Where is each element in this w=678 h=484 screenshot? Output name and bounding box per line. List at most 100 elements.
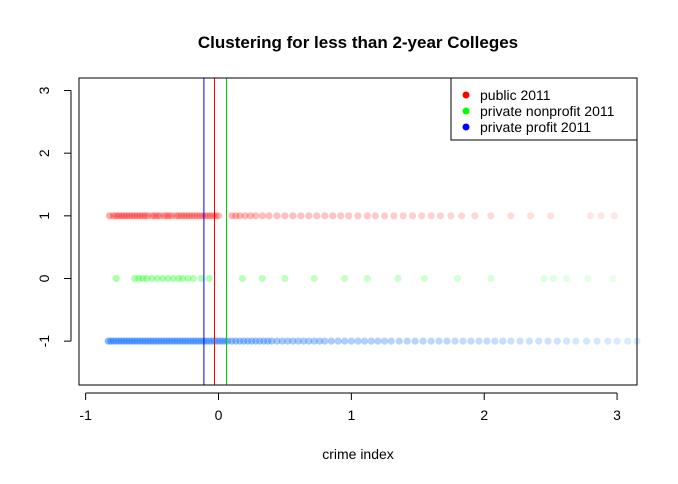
- data-point: [193, 212, 201, 220]
- data-point: [165, 212, 173, 220]
- legend-marker-public: [462, 91, 470, 99]
- y-tick-label: 0: [36, 274, 52, 282]
- y-tick-label: 2: [36, 149, 52, 157]
- data-point: [153, 274, 161, 283]
- data-point: [458, 212, 466, 220]
- data-point: [258, 274, 266, 283]
- data-point: [232, 337, 240, 345]
- data-point: [197, 274, 205, 283]
- data-point: [241, 212, 249, 220]
- data-point: [624, 337, 632, 345]
- x-tick-label: 2: [480, 407, 488, 423]
- data-point: [197, 337, 205, 345]
- data-point: [354, 212, 362, 220]
- data-point: [163, 337, 171, 345]
- data-point: [483, 337, 491, 345]
- data-point: [327, 337, 335, 345]
- data-point: [507, 212, 515, 220]
- data-point: [544, 337, 552, 345]
- legend-marker-private-nonprofit: [462, 107, 470, 115]
- data-point: [281, 212, 289, 220]
- data-point: [195, 337, 203, 345]
- data-point: [399, 212, 407, 220]
- data-point: [411, 337, 419, 345]
- series-2: [104, 337, 641, 345]
- data-point: [613, 337, 621, 345]
- data-point: [213, 337, 221, 345]
- data-point: [191, 212, 199, 220]
- data-point: [128, 212, 136, 220]
- data-point: [205, 337, 213, 345]
- data-point: [420, 274, 428, 283]
- data-point: [216, 337, 224, 345]
- data-point: [149, 337, 157, 345]
- data-point: [152, 337, 160, 345]
- data-point: [499, 337, 507, 345]
- data-point: [148, 212, 156, 220]
- data-point: [597, 212, 605, 220]
- data-point: [604, 337, 612, 345]
- data-point: [153, 212, 161, 220]
- data-point: [427, 212, 435, 220]
- data-point: [313, 212, 321, 220]
- data-point: [123, 212, 131, 220]
- data-point: [299, 337, 308, 345]
- data-point: [135, 274, 143, 283]
- data-point: [252, 212, 260, 220]
- data-point: [345, 212, 353, 220]
- data-point: [329, 212, 337, 220]
- x-tick-label: 0: [215, 407, 223, 423]
- data-point: [112, 274, 120, 283]
- data-point: [610, 212, 619, 220]
- data-point: [176, 337, 184, 345]
- data-point: [507, 337, 515, 345]
- data-point: [321, 212, 329, 220]
- data-point: [228, 212, 236, 220]
- data-point: [586, 212, 595, 220]
- data-point: [181, 337, 189, 345]
- plot-border: [78, 77, 638, 386]
- data-point: [156, 212, 164, 220]
- data-point: [192, 337, 200, 345]
- data-point: [305, 212, 313, 220]
- data-point: [155, 337, 163, 345]
- data-point: [273, 337, 281, 345]
- data-point: [273, 212, 281, 220]
- y-tick-label: 3: [36, 86, 52, 94]
- data-point: [188, 212, 196, 220]
- series-0: [106, 212, 619, 220]
- data-point: [164, 274, 172, 283]
- data-point: [584, 274, 592, 283]
- data-point: [294, 337, 302, 345]
- data-point: [459, 337, 467, 345]
- data-point: [256, 337, 264, 345]
- legend-label-private-profit: private profit 2011: [480, 119, 591, 135]
- data-point: [487, 212, 495, 220]
- data-point: [341, 274, 349, 283]
- data-point: [175, 274, 183, 283]
- x-axis-label: crime index: [322, 446, 394, 462]
- data-point: [305, 337, 313, 345]
- data-point: [487, 274, 495, 283]
- data-point: [208, 337, 216, 345]
- data-point: [297, 212, 305, 220]
- data-point: [371, 212, 379, 220]
- data-point: [454, 274, 462, 283]
- data-point: [180, 212, 188, 220]
- data-point: [289, 337, 297, 345]
- data-point: [390, 212, 398, 220]
- data-point: [321, 337, 329, 345]
- data-point: [354, 337, 362, 345]
- data-point: [218, 337, 227, 345]
- data-point: [248, 337, 256, 345]
- data-point: [196, 212, 204, 220]
- data-point: [337, 212, 345, 220]
- data-point: [419, 337, 427, 345]
- data-point: [310, 274, 318, 283]
- data-point: [173, 337, 181, 345]
- data-point: [172, 212, 180, 220]
- data-point: [278, 337, 286, 345]
- data-point: [491, 337, 499, 345]
- series-1: [112, 274, 617, 283]
